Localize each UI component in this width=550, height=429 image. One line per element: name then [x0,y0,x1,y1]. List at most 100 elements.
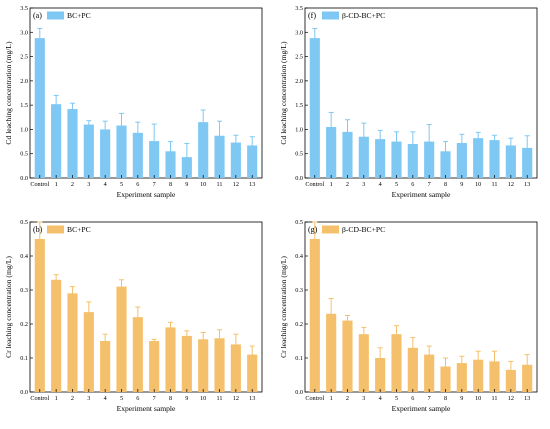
x-tick-label: 5 [120,181,123,188]
bar [424,354,435,392]
bar [375,358,386,392]
x-tick-label: 7 [153,395,156,402]
y-tick-label: 2.0 [295,78,303,85]
y-tick-label: 0.5 [295,219,303,226]
y-tick-label: 0.4 [20,253,28,260]
x-tick-label: Control [305,181,324,188]
x-tick-label: 7 [428,395,431,402]
y-tick-label: 0.3 [20,287,28,294]
bar [51,279,62,392]
y-tick-label: 0.0 [20,389,28,396]
bar [214,135,225,178]
bar [116,286,127,392]
bar [473,359,484,392]
bar [391,141,402,178]
x-tick-label: 10 [475,395,481,402]
legend-label: BC+PC [67,225,91,234]
x-tick-label: 4 [379,395,382,402]
legend-label: BC+PC [67,11,91,20]
x-tick-label: 9 [460,181,463,188]
bar [230,142,241,178]
x-tick-label: 12 [233,181,239,188]
x-tick-label: Control [30,181,49,188]
bar [391,334,402,392]
bar [165,151,176,178]
bar [83,124,94,178]
bar [489,140,500,178]
x-tick-label: 3 [362,181,365,188]
x-tick-label: 12 [233,395,239,402]
x-tick-label: 4 [379,181,382,188]
panel-label: (b) [33,225,43,234]
plot-frame [29,7,263,179]
bar [214,338,225,392]
bar [198,339,209,392]
x-tick-label: 8 [444,395,447,402]
x-tick-label: 11 [217,395,223,402]
x-tick-label: 11 [217,181,223,188]
bar [149,141,160,178]
y-axis-title: Cr leaching concentration (mg/L) [279,256,288,358]
plot-frame [304,221,538,393]
bar [505,369,516,392]
plot-frame [29,221,263,393]
y-tick-label: 0.4 [295,253,303,260]
y-tick-label: 3.5 [20,5,28,12]
bar [489,361,500,392]
x-tick-label: 11 [492,181,498,188]
x-tick-label: 8 [444,181,447,188]
x-tick-label: 12 [508,181,514,188]
bar [424,141,435,178]
panel-label: (f) [308,11,316,20]
bar [100,341,111,392]
bar [375,139,386,178]
x-tick-label: 5 [395,181,398,188]
bar [67,109,78,178]
x-axis-title: Experiment sample [117,190,176,199]
x-tick-label: 2 [71,395,74,402]
bar [309,38,320,178]
bar [116,125,127,178]
y-axis-title: Cd leaching concentration (mg/L) [4,41,13,145]
legend-swatch [47,11,64,20]
y-tick-label: 3.0 [20,29,28,36]
y-axis-title: Cd leaching concentration (mg/L) [279,41,288,145]
y-tick-label: 0.1 [295,355,303,362]
x-tick-label: 2 [346,395,349,402]
bar [440,151,451,178]
bar [198,122,209,178]
bar [522,147,533,178]
bar [407,144,418,178]
bar [358,136,369,178]
y-tick-label: 1.0 [295,126,303,133]
x-tick-label: 13 [524,181,530,188]
x-tick-label: 1 [55,395,58,402]
x-tick-label: 1 [330,395,333,402]
y-tick-label: 1.5 [295,102,303,109]
bar [34,239,45,392]
x-tick-label: 6 [136,395,139,402]
legend-swatch [322,11,339,20]
bar [456,363,467,392]
x-tick-label: 10 [200,181,206,188]
x-tick-label: 10 [200,395,206,402]
bar [440,366,451,392]
x-tick-label: 2 [71,181,74,188]
x-tick-label: 8 [169,395,172,402]
y-tick-label: 2.0 [20,78,28,85]
y-tick-label: 0.0 [295,175,303,182]
legend-swatch [47,225,64,234]
bar [132,317,143,392]
bar [342,320,353,392]
x-tick-label: 13 [524,395,530,402]
x-tick-label: 1 [55,181,58,188]
x-tick-label: 1 [330,181,333,188]
legend-swatch [322,225,339,234]
bar [342,131,353,178]
x-tick-label: 6 [411,181,414,188]
bar [358,334,369,392]
y-tick-label: 0.2 [295,321,303,328]
bar [247,145,258,178]
bar [149,341,160,392]
